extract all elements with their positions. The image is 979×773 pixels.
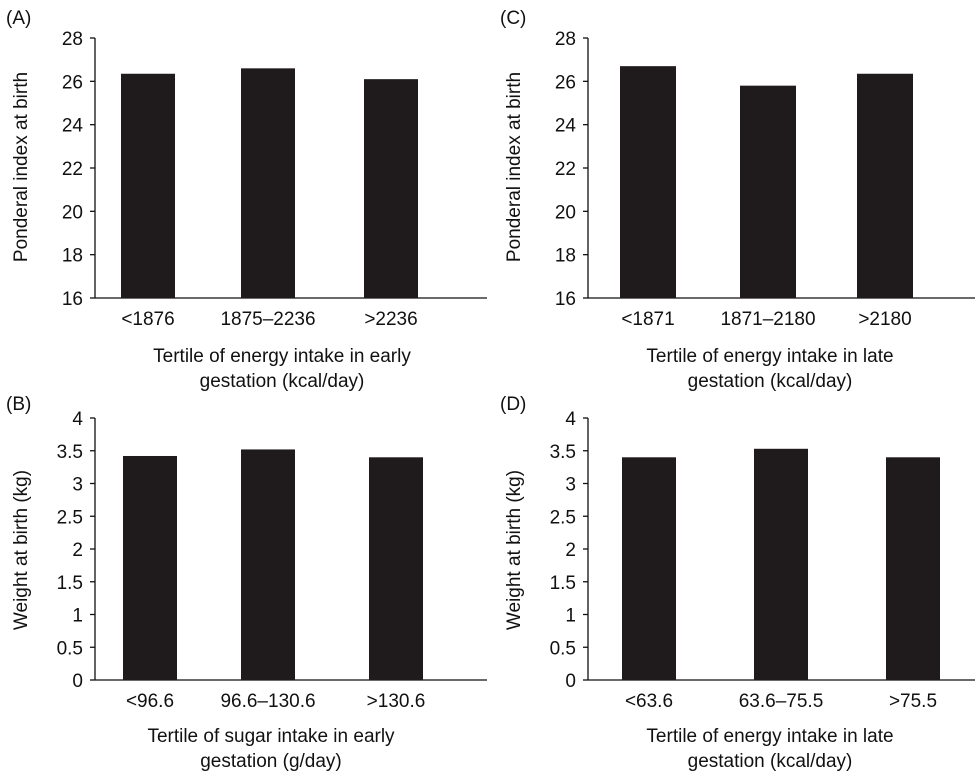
panel-a-ylabel: Ponderal index at birth bbox=[11, 72, 32, 262]
panel-b-ytick-label: 1.5 bbox=[57, 573, 83, 594]
panel-c-bar bbox=[620, 66, 676, 299]
panel-a-bar bbox=[241, 68, 295, 298]
panel-a-bar bbox=[364, 79, 418, 299]
panel-d-bar bbox=[754, 448, 808, 680]
panel-a-label: (A) bbox=[6, 8, 31, 29]
panel-b-ytick-label: 2.5 bbox=[57, 507, 83, 528]
panel-b-category-label: 96.6–130.6 bbox=[220, 691, 315, 712]
panel-d-ytick-label: 4 bbox=[565, 409, 576, 430]
panel-d-ytick-label: 1.5 bbox=[550, 573, 576, 594]
panel-b-ytick-label: 2 bbox=[72, 540, 83, 561]
panel-b-ylabel: Weight at birth (kg) bbox=[11, 470, 32, 630]
panel-d-ytick-label: 3.5 bbox=[550, 442, 576, 463]
panel-d-xlabel-line1: Tertile of energy intake in late bbox=[646, 726, 893, 747]
panel-d-ytick-label: 2.5 bbox=[550, 507, 576, 528]
panel-b-ytick-label: 3 bbox=[72, 475, 83, 496]
panel-d-ytick-label: 0.5 bbox=[550, 638, 576, 659]
panel-c-category-label: <1871 bbox=[621, 309, 674, 330]
panel-c-xlabel-line2: gestation (kcal/day) bbox=[688, 371, 853, 392]
panel-b-ytick-label: 3.5 bbox=[57, 442, 83, 463]
panel-c-label: (C) bbox=[500, 8, 526, 29]
panel-d-category-label: >75.5 bbox=[889, 691, 937, 712]
panel-b-ytick-label: 4 bbox=[72, 409, 83, 430]
panel-b-ytick-label: 0.5 bbox=[57, 638, 83, 659]
panel-b-label: (B) bbox=[6, 394, 31, 415]
panel-c-category-label: >2180 bbox=[858, 309, 911, 330]
panel-b-ytick-label: 0 bbox=[72, 671, 83, 692]
panel-c-ytick-label: 24 bbox=[555, 116, 577, 137]
panel-b-category-label: >130.6 bbox=[367, 691, 426, 712]
panel-a-category-label: <1876 bbox=[121, 309, 174, 330]
panel-d-bar bbox=[886, 457, 940, 680]
panel-b-bar bbox=[123, 455, 177, 680]
panel-a-ytick-label: 18 bbox=[62, 246, 83, 267]
panel-b-bar bbox=[369, 457, 423, 680]
panel-c-bar bbox=[740, 85, 796, 299]
panel-d-ylabel: Weight at birth (kg) bbox=[504, 470, 525, 630]
panel-d-category-label: <63.6 bbox=[625, 691, 673, 712]
panel-a-ytick-label: 26 bbox=[62, 72, 83, 93]
panel-d-xlabel-line2: gestation (kcal/day) bbox=[688, 751, 853, 772]
panel-c-ytick-label: 18 bbox=[555, 246, 576, 267]
panel-a-ytick-label: 24 bbox=[62, 116, 84, 137]
panel-d-bar bbox=[622, 457, 676, 680]
panel-d-category-label: 63.6–75.5 bbox=[739, 691, 824, 712]
panel-a-xlabel-line2: gestation (kcal/day) bbox=[200, 371, 365, 392]
panel-d-label: (D) bbox=[500, 394, 526, 415]
panel-b-ytick-label: 1 bbox=[72, 606, 83, 627]
panel-b-xlabel-line1: Tertile of sugar intake in early bbox=[147, 726, 395, 747]
panel-c-category-label: 1871–2180 bbox=[720, 309, 815, 330]
panel-a-category-label: >2236 bbox=[364, 309, 417, 330]
panel-d-ytick-label: 0 bbox=[565, 671, 576, 692]
panel-b-bar bbox=[241, 449, 295, 680]
panel-c-ytick-label: 28 bbox=[555, 29, 576, 50]
panel-a-ytick-label: 28 bbox=[62, 29, 83, 50]
panel-a: (A) Ponderal index at birth Tertile of e… bbox=[6, 8, 487, 392]
panel-a-ytick-label: 20 bbox=[62, 202, 83, 223]
panel-d-ytick-label: 3 bbox=[565, 475, 576, 496]
panel-c-xlabel-line1: Tertile of energy intake in late bbox=[646, 346, 893, 367]
panel-a-ytick-label: 22 bbox=[62, 159, 83, 180]
panel-b-xlabel-line2: gestation (g/day) bbox=[200, 751, 342, 772]
panel-c-ytick-label: 22 bbox=[555, 159, 576, 180]
panel-c-ytick-label: 16 bbox=[555, 289, 576, 310]
panel-c-ytick-label: 26 bbox=[555, 72, 576, 93]
panel-d-ytick-label: 1 bbox=[565, 606, 576, 627]
panel-c-ylabel: Ponderal index at birth bbox=[504, 72, 525, 262]
panel-a-ytick-label: 16 bbox=[62, 289, 83, 310]
panel-c-bar bbox=[857, 73, 913, 298]
panel-c: (C) Ponderal index at birth Tertile of e… bbox=[500, 8, 975, 392]
panel-a-category-label: 1875–2236 bbox=[220, 309, 315, 330]
panel-a-bar bbox=[121, 73, 175, 298]
panel-a-xlabel-line1: Tertile of energy intake in early bbox=[153, 346, 411, 367]
panel-c-ytick-label: 20 bbox=[555, 202, 576, 223]
panel-d-ytick-label: 2 bbox=[565, 540, 576, 561]
panel-b-category-label: <96.6 bbox=[126, 691, 174, 712]
panel-d: (D) Weight at birth (kg) Tertile of ener… bbox=[500, 394, 975, 772]
panel-b: (B) Weight at birth (kg) Tertile of suga… bbox=[6, 394, 487, 772]
